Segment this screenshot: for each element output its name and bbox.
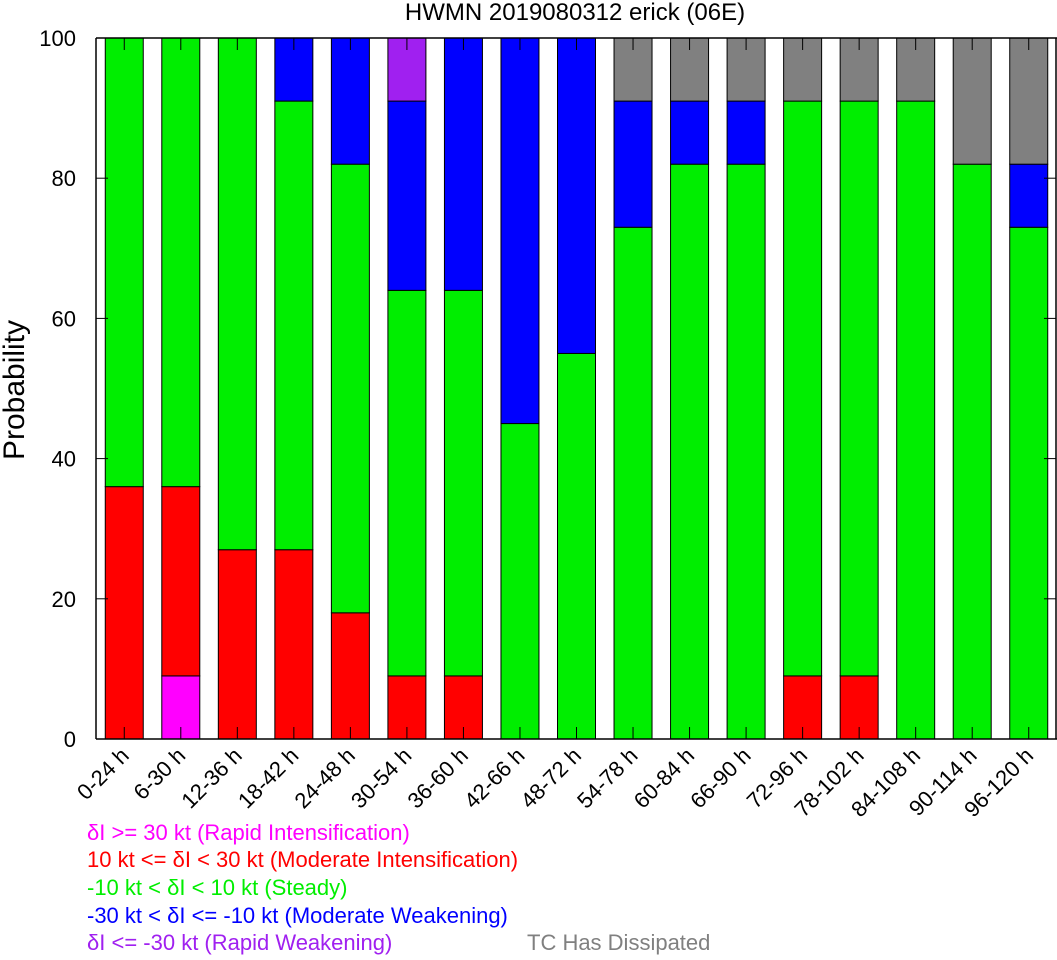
bar-segment-17-series-6	[1009, 37, 1049, 165]
bar-segment-17-series-3	[1009, 226, 1049, 740]
bars-layer	[104, 37, 1049, 740]
bar-segment-8-series-4	[500, 37, 540, 425]
x-tick-label: 54-78 h	[572, 743, 642, 813]
bar-segment-15-series-3	[896, 100, 936, 740]
bar-segment-16-series-3	[952, 163, 992, 740]
legend-entry-6: TC Has Dissipated	[527, 930, 711, 955]
x-tick-label: 12-36 h	[176, 743, 246, 813]
x-tick-label: 36-60 h	[402, 743, 472, 813]
legend-entry-2: 10 kt <= δI < 30 kt (Moderate Intensific…	[87, 847, 519, 872]
bar-segment-11-series-3	[670, 163, 710, 740]
bar-segment-1-series-3	[104, 37, 144, 488]
x-tick-label: 60-84 h	[629, 743, 699, 813]
x-tick-label: 42-66 h	[459, 743, 529, 813]
bar-segment-10-series-3	[613, 226, 653, 740]
bar-segment-5-series-3	[330, 163, 370, 614]
bar-segment-14-series-3	[839, 100, 879, 677]
y-axis-label: Probability	[0, 320, 31, 460]
y-tick-label: 0	[64, 727, 76, 752]
x-tick-label: 18-42 h	[233, 743, 303, 813]
bar-segment-2-series-3	[161, 37, 201, 488]
bar-segment-7-series-4	[443, 37, 483, 291]
y-tick-label: 20	[52, 587, 76, 612]
x-tick-label: 48-72 h	[516, 743, 586, 813]
bar-segment-6-series-3	[387, 289, 427, 677]
bar-segment-15-series-6	[896, 37, 936, 102]
bar-segment-8-series-3	[500, 423, 540, 740]
y-tick-label: 60	[52, 306, 76, 331]
chart-title: HWMN 2019080312 erick (06E)	[405, 0, 745, 26]
x-tick-label: 0-24 h	[72, 743, 134, 805]
bar-segment-10-series-4	[613, 100, 653, 228]
bar-segment-13-series-3	[783, 100, 823, 677]
legend-entry-1: δI >= 30 kt (Rapid Intensification)	[87, 820, 410, 845]
bar-segment-11-series-4	[670, 100, 710, 165]
bar-segment-3-series-3	[217, 37, 257, 551]
bar-segment-2-series-2	[161, 486, 201, 677]
bar-segment-7-series-3	[443, 289, 483, 677]
axes-layer	[95, 37, 1057, 740]
bar-segment-17-series-4	[1009, 163, 1049, 228]
y-tick-label: 100	[39, 26, 76, 51]
bar-segment-1-series-2	[104, 486, 144, 740]
x-tick-label: 24-48 h	[289, 743, 359, 813]
bar-segment-6-series-5	[387, 37, 427, 102]
y-tick-label: 80	[52, 166, 76, 191]
bar-segment-4-series-3	[274, 100, 314, 551]
bar-segment-4-series-2	[274, 549, 314, 740]
bar-segment-12-series-3	[726, 163, 766, 740]
bar-segment-3-series-2	[217, 549, 257, 740]
bar-segment-6-series-4	[387, 100, 427, 291]
y-tick-labels: 0 20 40 60 80 100	[39, 26, 76, 752]
bar-segment-5-series-4	[330, 37, 370, 165]
legend-entry-4: -30 kt < δI <= -10 kt (Moderate Weakenin…	[87, 903, 508, 928]
bar-segment-16-series-6	[952, 37, 992, 165]
legend-entry-3: -10 kt < δI < 10 kt (Steady)	[87, 875, 348, 900]
x-tick-labels: 0-24 h6-30 h12-36 h18-42 h24-48 h30-54 h…	[72, 743, 1038, 822]
bar-segment-9-series-3	[557, 352, 596, 740]
legend-entry-5: δI <= -30 kt (Rapid Weakening)	[87, 930, 393, 955]
y-tick-label: 40	[52, 447, 76, 472]
bar-segment-9-series-4	[557, 37, 596, 354]
x-tick-label: 66-90 h	[685, 743, 755, 813]
x-tick-label: 30-54 h	[346, 743, 416, 813]
bar-segment-12-series-4	[726, 100, 766, 165]
bar-segment-5-series-2	[330, 612, 370, 740]
